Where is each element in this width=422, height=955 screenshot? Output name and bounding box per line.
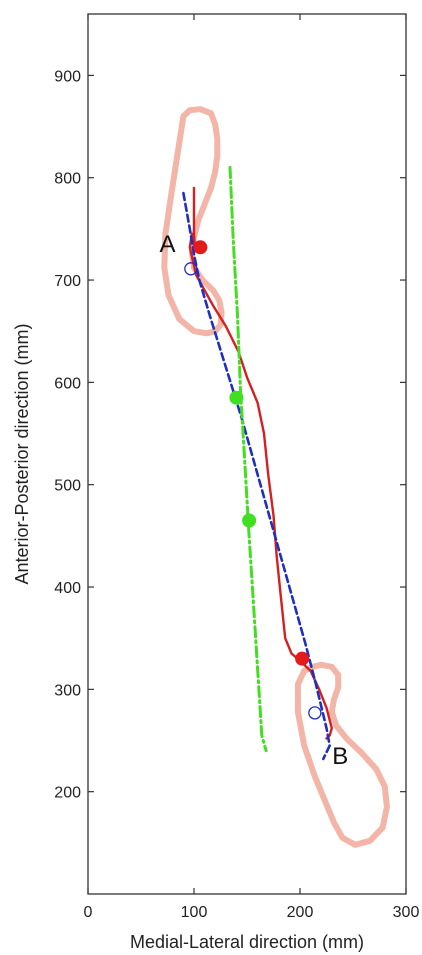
y-tick-label: 400 — [54, 580, 81, 597]
x-tick-label: 100 — [181, 904, 208, 921]
series-dashed-line — [182, 191, 332, 761]
filled-marker-2 — [295, 651, 310, 666]
annotation-layer: AB — [159, 231, 348, 770]
series-layer — [182, 166, 333, 761]
annotation-b: B — [332, 743, 348, 770]
y-tick-label: 900 — [54, 68, 81, 85]
filled-marker-1 — [193, 240, 208, 255]
marker-layer — [184, 240, 322, 720]
x-tick-label: 0 — [84, 904, 93, 921]
y-tick-label: 200 — [54, 785, 81, 802]
y-tick-label: 700 — [54, 273, 81, 290]
x-axis-label: Medial-Lateral direction (mm) — [130, 932, 364, 952]
y-tick-label: 500 — [54, 478, 81, 495]
plot-frame — [87, 13, 407, 895]
y-axis-label: Anterior-Posterior direction (mm) — [12, 323, 32, 584]
footprint-outline-2 — [294, 661, 390, 848]
annotation-a: A — [159, 231, 175, 258]
footprint-outline-1 — [161, 106, 225, 337]
open-marker-6 — [308, 706, 322, 720]
filled-marker-3 — [229, 390, 244, 405]
y-tick-label: 300 — [54, 682, 81, 699]
x-tick-label: 200 — [287, 904, 314, 921]
filled-marker-4 — [242, 513, 257, 528]
y-tick-label: 600 — [54, 375, 81, 392]
tick-layer: 0 100 200 300 200 300 400 500 600 700 800 900 — [54, 14, 419, 921]
y-tick-label: 800 — [54, 171, 81, 188]
open-marker-5 — [184, 262, 198, 276]
x-tick-label: 300 — [393, 904, 420, 921]
footprint-layer — [161, 106, 390, 848]
series-dashdot-line — [228, 166, 268, 753]
